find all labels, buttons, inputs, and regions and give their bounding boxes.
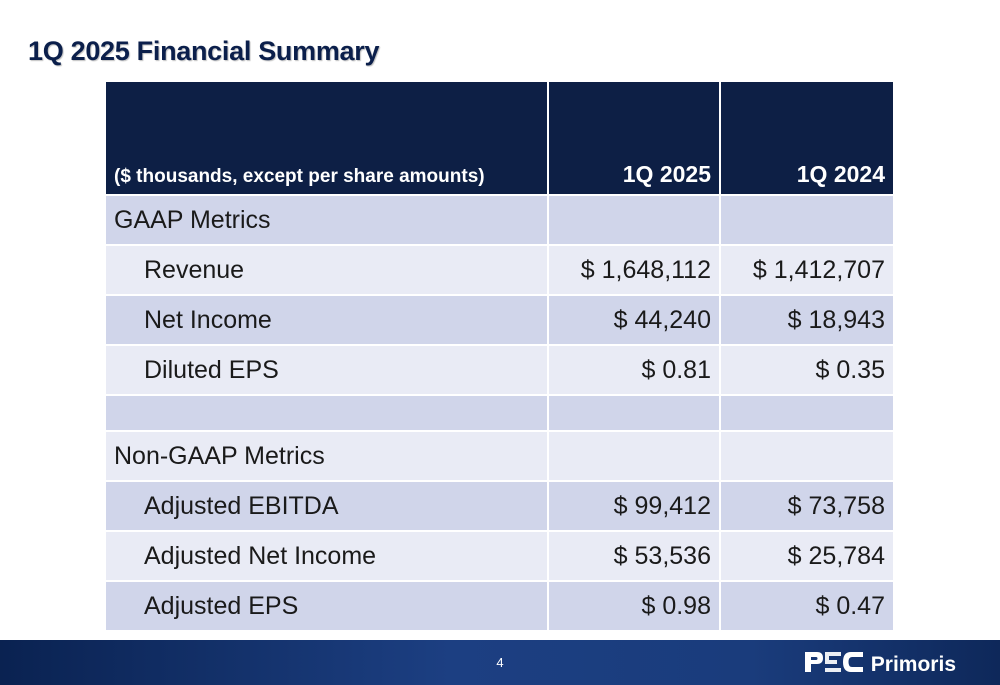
spacer-cell [106, 395, 549, 432]
metric-label: Adjusted Net Income [106, 531, 549, 582]
cell-1q-2025 [548, 431, 721, 482]
header-1q-2024: 1Q 2024 [720, 82, 893, 196]
metric-label: Net Income [106, 295, 549, 346]
primoris-logo: Primoris [803, 650, 956, 679]
cell-1q-2024: $ 1,412,707 [720, 245, 893, 296]
table-row: GAAP Metrics [106, 195, 893, 246]
financial-summary-table: ($ thousands, except per share amounts) … [106, 82, 893, 632]
spacer-row [106, 395, 893, 432]
cell-1q-2025 [548, 195, 721, 246]
metric-label: Adjusted EBITDA [106, 481, 549, 532]
cell-1q-2024 [720, 431, 893, 482]
section-label-non-gaap: Non-GAAP Metrics [106, 431, 549, 482]
header-units-label: ($ thousands, except per share amounts) [106, 82, 549, 196]
cell-1q-2024: $ 25,784 [720, 531, 893, 582]
table-row: Diluted EPS $ 0.81 $ 0.35 [106, 345, 893, 396]
page-number: 4 [496, 655, 504, 670]
metric-label: Revenue [106, 245, 549, 296]
metric-label: Adjusted EPS [106, 581, 549, 632]
cell-1q-2025: $ 53,536 [548, 531, 721, 582]
spacer-cell [548, 395, 721, 432]
spacer-cell [720, 395, 893, 432]
cell-1q-2025: $ 99,412 [548, 481, 721, 532]
footer-bar: 4 Primoris [0, 640, 1000, 685]
table-header-row: ($ thousands, except per share amounts) … [106, 82, 893, 196]
cell-1q-2024: $ 18,943 [720, 295, 893, 346]
cell-1q-2025: $ 0.98 [548, 581, 721, 632]
table-row: Revenue $ 1,648,112 $ 1,412,707 [106, 245, 893, 296]
cell-1q-2025: $ 0.81 [548, 345, 721, 396]
logo-wordmark: Primoris [870, 652, 956, 676]
cell-1q-2024: $ 0.47 [720, 581, 893, 632]
cell-1q-2025: $ 1,648,112 [548, 245, 721, 296]
page-title: 1Q 2025 Financial Summary [28, 36, 380, 66]
section-label-gaap: GAAP Metrics [106, 195, 549, 246]
table-row: Adjusted EBITDA $ 99,412 $ 73,758 [106, 481, 893, 532]
header-1q-2025: 1Q 2025 [548, 82, 721, 196]
cell-1q-2024: $ 73,758 [720, 481, 893, 532]
cell-1q-2025: $ 44,240 [548, 295, 721, 346]
table-row: Adjusted Net Income $ 53,536 $ 25,784 [106, 531, 893, 582]
psc-logo-icon [803, 650, 865, 679]
table-row: Non-GAAP Metrics [106, 431, 893, 482]
table-row: Adjusted EPS $ 0.98 $ 0.47 [106, 581, 893, 632]
table-row: Net Income $ 44,240 $ 18,943 [106, 295, 893, 346]
cell-1q-2024: $ 0.35 [720, 345, 893, 396]
metric-label: Diluted EPS [106, 345, 549, 396]
cell-1q-2024 [720, 195, 893, 246]
